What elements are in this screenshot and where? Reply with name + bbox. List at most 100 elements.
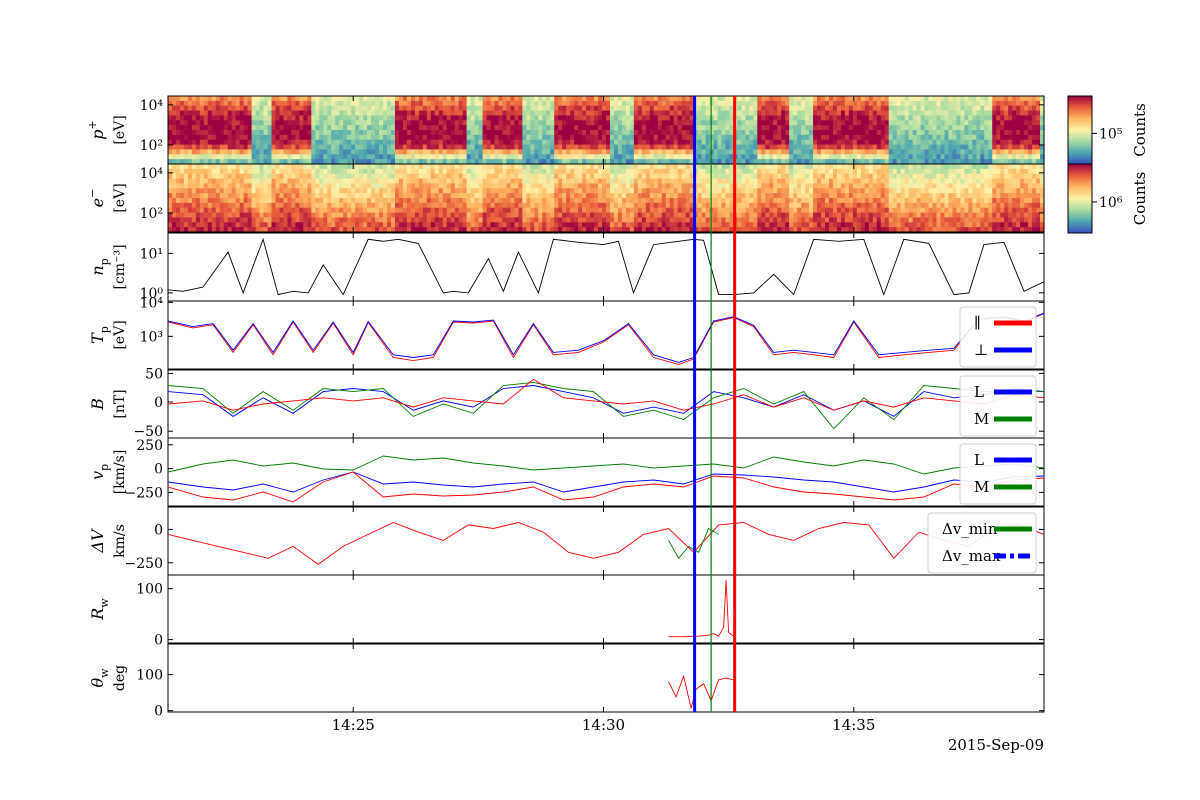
heatmap-cell (211, 125, 217, 131)
heatmap-cell (446, 96, 452, 102)
heatmap-cell (482, 227, 488, 233)
heatmap-cell (641, 139, 647, 146)
heatmap-cell (394, 227, 400, 233)
heatmap-cell (538, 198, 543, 204)
heatmap-cell (657, 227, 663, 233)
heatmap-cell (494, 168, 500, 175)
heatmap-cell (872, 154, 878, 160)
heatmap-cell (665, 96, 671, 102)
heatmap-cell (729, 130, 735, 136)
heatmap-cell (653, 125, 659, 131)
heatmap-cell (892, 100, 898, 107)
heatmap-cell (510, 144, 516, 151)
heatmap-cell (721, 139, 727, 146)
heatmap-cell (275, 212, 281, 219)
heatmap-cell (283, 120, 289, 126)
heatmap-cell (809, 96, 814, 102)
heatmap-cell (371, 149, 376, 155)
heatmap-cell (574, 168, 579, 175)
heatmap-cell (757, 144, 762, 151)
heatmap-cell (315, 125, 320, 131)
heatmap-cell (928, 139, 934, 146)
heatmap-cell (359, 212, 364, 219)
heatmap-cell (777, 105, 782, 112)
heatmap-cell (247, 222, 253, 228)
heatmap-cell (809, 139, 814, 146)
heatmap-cell (542, 217, 547, 223)
heatmap-cell (570, 188, 575, 194)
heatmap-cell (1040, 130, 1045, 136)
heatmap-cell (514, 125, 519, 131)
heatmap-cell (239, 154, 245, 160)
heatmap-cell (307, 125, 312, 131)
heatmap-cell (275, 178, 281, 185)
heatmap-cell (355, 202, 360, 209)
heatmap-cell (335, 212, 340, 219)
heatmap-cell (538, 217, 543, 223)
heatmap-cell (335, 227, 340, 233)
heatmap-cell (1012, 139, 1017, 146)
heatmap-cell (375, 110, 380, 117)
heatmap-cell (896, 115, 902, 121)
heatmap-cell (347, 193, 352, 199)
heatmap-cell (371, 144, 376, 151)
heatmap-cell (669, 188, 675, 194)
heatmap-cell (398, 139, 404, 146)
heatmap-cell (490, 193, 496, 199)
heatmap-cell (295, 183, 300, 189)
heatmap-cell (235, 178, 241, 185)
heatmap-cell (367, 178, 372, 185)
heatmap-cell (685, 120, 691, 126)
heatmap-cell (514, 178, 519, 185)
heatmap-cell (522, 202, 527, 209)
heatmap-cell (996, 149, 1001, 155)
heatmap-cell (689, 173, 695, 180)
heatmap-cell (538, 149, 543, 155)
heatmap-cell (498, 120, 504, 126)
heatmap-cell (319, 154, 324, 160)
heatmap-cell (566, 115, 571, 121)
heatmap-cell (494, 144, 500, 151)
heatmap-cell (390, 183, 396, 189)
heatmap-cell (275, 139, 281, 146)
heatmap-cell (598, 159, 603, 165)
heatmap-cell (502, 115, 508, 121)
heatmap-cell (291, 120, 297, 126)
heatmap-cell (271, 159, 277, 165)
heatmap-cell (665, 120, 671, 126)
heatmap-cell (402, 115, 408, 121)
heatmap-cell (996, 125, 1001, 131)
heatmap-cell (303, 168, 308, 175)
heatmap-cell (438, 207, 444, 214)
heatmap-cell (343, 164, 348, 170)
heatmap-cell (458, 100, 464, 107)
heatmap-cell (697, 96, 703, 102)
heatmap-cell (510, 222, 516, 228)
heatmap-cell (673, 154, 679, 160)
heatmap-cell (291, 212, 297, 219)
heatmap-cell (223, 183, 229, 189)
heatmap-cell (203, 173, 209, 180)
heatmap-cell (390, 193, 396, 199)
heatmap-cell (844, 105, 850, 112)
heatmap-cell (331, 134, 336, 141)
heatmap-cell (609, 159, 615, 165)
heatmap-cell (805, 96, 810, 102)
heatmap-cell (235, 222, 241, 228)
heatmap-cell (490, 178, 496, 185)
heatmap-cell (964, 130, 969, 136)
heatmap-cell (267, 100, 273, 107)
heatmap-cell (263, 217, 269, 223)
heatmap-cell (876, 130, 882, 136)
heatmap-cell (490, 168, 496, 175)
heatmap-cell (414, 173, 420, 180)
heatmap-cell (1008, 159, 1013, 165)
heatmap-cell (383, 125, 388, 131)
heatmap-cell (972, 96, 977, 102)
heatmap-cell (916, 149, 922, 155)
heatmap-cell (422, 188, 428, 194)
heatmap-cell (789, 125, 794, 131)
heatmap-cell (359, 115, 364, 121)
heatmap-cell (263, 130, 269, 136)
heatmap-cell (896, 130, 902, 136)
